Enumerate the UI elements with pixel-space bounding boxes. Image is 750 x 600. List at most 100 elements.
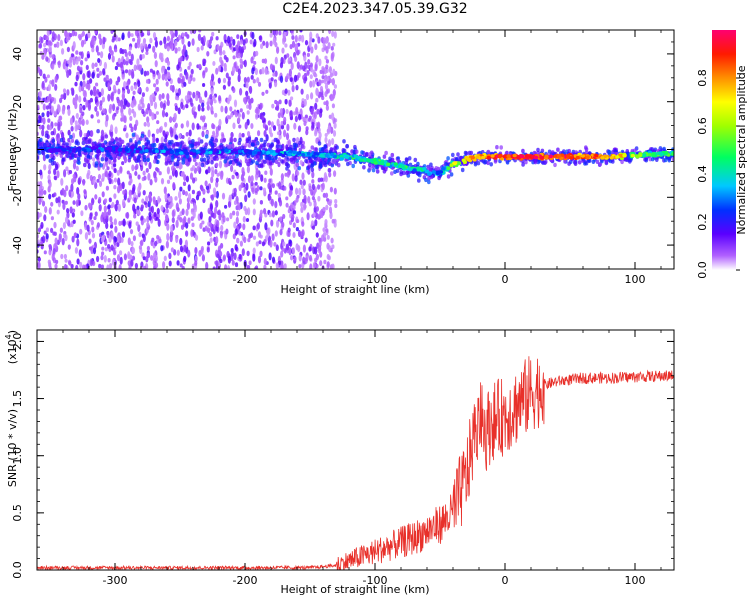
band-mark bbox=[134, 141, 139, 147]
noise-mark bbox=[138, 64, 143, 71]
noise-mark bbox=[128, 189, 132, 197]
noise-mark bbox=[177, 46, 181, 52]
y-tick-label: -40 bbox=[11, 236, 24, 254]
band-mark bbox=[284, 161, 289, 167]
band-mark bbox=[192, 157, 197, 163]
band-mark bbox=[167, 156, 171, 162]
noise-mark bbox=[332, 68, 336, 77]
band-mark bbox=[623, 157, 628, 162]
noise-mark bbox=[50, 216, 55, 221]
noise-mark bbox=[53, 168, 57, 176]
noise-mark bbox=[252, 247, 256, 255]
noise-mark bbox=[303, 54, 307, 62]
noise-mark bbox=[219, 230, 223, 239]
noise-mark bbox=[165, 202, 169, 209]
noise-mark bbox=[70, 53, 74, 58]
noise-mark bbox=[37, 239, 40, 244]
band-mark bbox=[310, 163, 314, 169]
noise-mark bbox=[238, 222, 242, 229]
noise-mark bbox=[332, 130, 337, 137]
noise-mark bbox=[309, 80, 313, 88]
noise-mark bbox=[231, 66, 236, 75]
noise-mark bbox=[113, 168, 117, 174]
noise-mark bbox=[250, 56, 254, 64]
noise-mark bbox=[261, 67, 265, 75]
noise-mark bbox=[69, 117, 74, 126]
noise-mark bbox=[65, 216, 69, 224]
noise-mark bbox=[298, 264, 302, 269]
noise-mark bbox=[62, 222, 66, 230]
noise-mark bbox=[140, 204, 144, 210]
noise-mark bbox=[130, 103, 134, 108]
noise-mark bbox=[149, 37, 153, 44]
band-mark bbox=[553, 162, 557, 168]
noise-mark bbox=[157, 72, 161, 80]
noise-mark bbox=[224, 105, 228, 114]
noise-mark bbox=[119, 250, 123, 256]
band-mark bbox=[228, 144, 232, 149]
noise-mark bbox=[174, 196, 178, 201]
noise-mark bbox=[221, 192, 226, 200]
noise-mark bbox=[107, 82, 111, 91]
noise-mark bbox=[187, 217, 191, 225]
noise-mark bbox=[233, 99, 238, 108]
noise-mark bbox=[90, 246, 94, 255]
noise-mark bbox=[137, 103, 141, 111]
noise-mark bbox=[270, 121, 274, 128]
noise-mark bbox=[311, 196, 315, 201]
noise-mark bbox=[236, 238, 240, 244]
noise-mark bbox=[112, 103, 116, 112]
noise-mark bbox=[282, 213, 286, 219]
noise-mark bbox=[328, 30, 332, 35]
noise-mark bbox=[292, 232, 296, 238]
band-mark bbox=[371, 168, 376, 173]
band-mark bbox=[251, 142, 255, 147]
band-mark bbox=[424, 177, 428, 183]
noise-mark bbox=[45, 105, 50, 110]
noise-mark bbox=[210, 194, 215, 201]
noise-mark bbox=[163, 186, 167, 195]
noise-mark bbox=[134, 262, 138, 269]
band-mark bbox=[274, 155, 278, 160]
noise-mark bbox=[148, 194, 152, 200]
noise-mark bbox=[108, 170, 112, 178]
noise-mark bbox=[128, 46, 132, 51]
noise-mark bbox=[325, 104, 329, 111]
noise-mark bbox=[271, 103, 275, 109]
noise-mark bbox=[322, 206, 326, 212]
noise-mark bbox=[81, 111, 85, 116]
noise-mark bbox=[166, 166, 170, 175]
band-mark bbox=[451, 152, 455, 158]
noise-mark bbox=[287, 227, 291, 233]
band-mark bbox=[130, 152, 135, 157]
band-mark bbox=[50, 131, 55, 136]
noise-mark bbox=[272, 37, 276, 45]
band-mark bbox=[61, 157, 66, 162]
noise-mark bbox=[289, 77, 293, 82]
noise-mark bbox=[92, 176, 96, 185]
noise-mark bbox=[264, 170, 268, 175]
band-mark bbox=[346, 161, 350, 167]
noise-mark bbox=[317, 36, 321, 44]
noise-mark bbox=[307, 195, 311, 204]
band-mark bbox=[332, 158, 337, 164]
noise-mark bbox=[247, 264, 251, 269]
noise-mark bbox=[60, 177, 64, 186]
noise-mark bbox=[44, 34, 48, 40]
noise-mark bbox=[145, 167, 149, 173]
noise-mark bbox=[100, 264, 104, 269]
noise-mark bbox=[59, 97, 63, 104]
noise-mark bbox=[100, 51, 104, 59]
ridge-mark bbox=[183, 150, 188, 155]
noise-mark bbox=[113, 185, 117, 190]
noise-mark bbox=[122, 104, 126, 110]
band-mark bbox=[251, 159, 255, 164]
noise-mark bbox=[273, 241, 277, 247]
noise-mark bbox=[58, 235, 62, 243]
noise-mark bbox=[48, 102, 52, 110]
noise-mark bbox=[165, 81, 169, 87]
noise-mark bbox=[85, 99, 89, 108]
noise-mark bbox=[281, 47, 285, 54]
noise-mark bbox=[91, 157, 96, 162]
